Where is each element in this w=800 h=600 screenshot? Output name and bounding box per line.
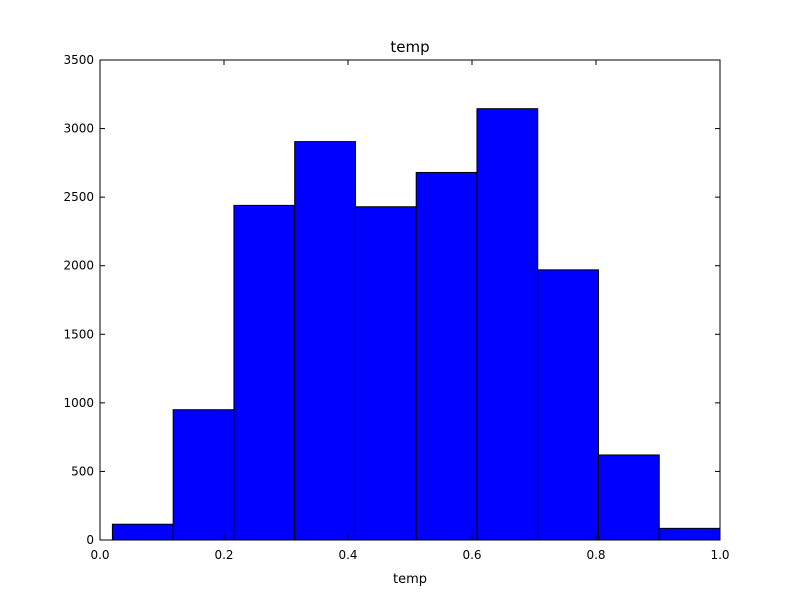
histogram-bar xyxy=(354,206,417,541)
histogram-bar xyxy=(658,527,721,541)
y-tick-label: 1500 xyxy=(63,327,94,341)
plot-frame xyxy=(99,59,721,541)
x-ticks-group: 0.0 0.2 0.4 0.6 0.8 1.0 xyxy=(90,60,730,562)
y-tick-label: 2000 xyxy=(63,259,94,273)
histogram-bar xyxy=(415,171,478,541)
bars-group xyxy=(111,108,721,541)
y-tick-label: 3000 xyxy=(63,122,94,136)
x-tick-label: 0.2 xyxy=(214,548,233,562)
histogram-bar xyxy=(172,409,235,541)
histogram-bar xyxy=(233,204,296,541)
y-tick-label: 500 xyxy=(71,464,94,478)
y-tick-label: 3500 xyxy=(63,53,94,67)
x-tick-label: 0.8 xyxy=(586,548,605,562)
chart-title: temp xyxy=(390,38,429,56)
histogram-bar xyxy=(476,108,539,541)
x-tick-label: 0.6 xyxy=(462,548,481,562)
histogram-bar xyxy=(537,269,599,541)
histogram-bar xyxy=(294,141,356,541)
histogram-bar xyxy=(597,454,660,541)
histogram-bar xyxy=(111,523,174,541)
y-tick-label: 0 xyxy=(86,533,94,547)
y-ticks-group: 0 500 1000 1500 2000 2500 3000 3500 xyxy=(63,53,720,547)
x-axis-label: temp xyxy=(393,572,427,587)
y-tick-label: 2500 xyxy=(63,190,94,204)
y-tick-label: 1000 xyxy=(63,396,94,410)
x-tick-label: 0.4 xyxy=(338,548,357,562)
x-tick-label: 0.0 xyxy=(90,548,109,562)
x-tick-label: 1.0 xyxy=(710,548,729,562)
